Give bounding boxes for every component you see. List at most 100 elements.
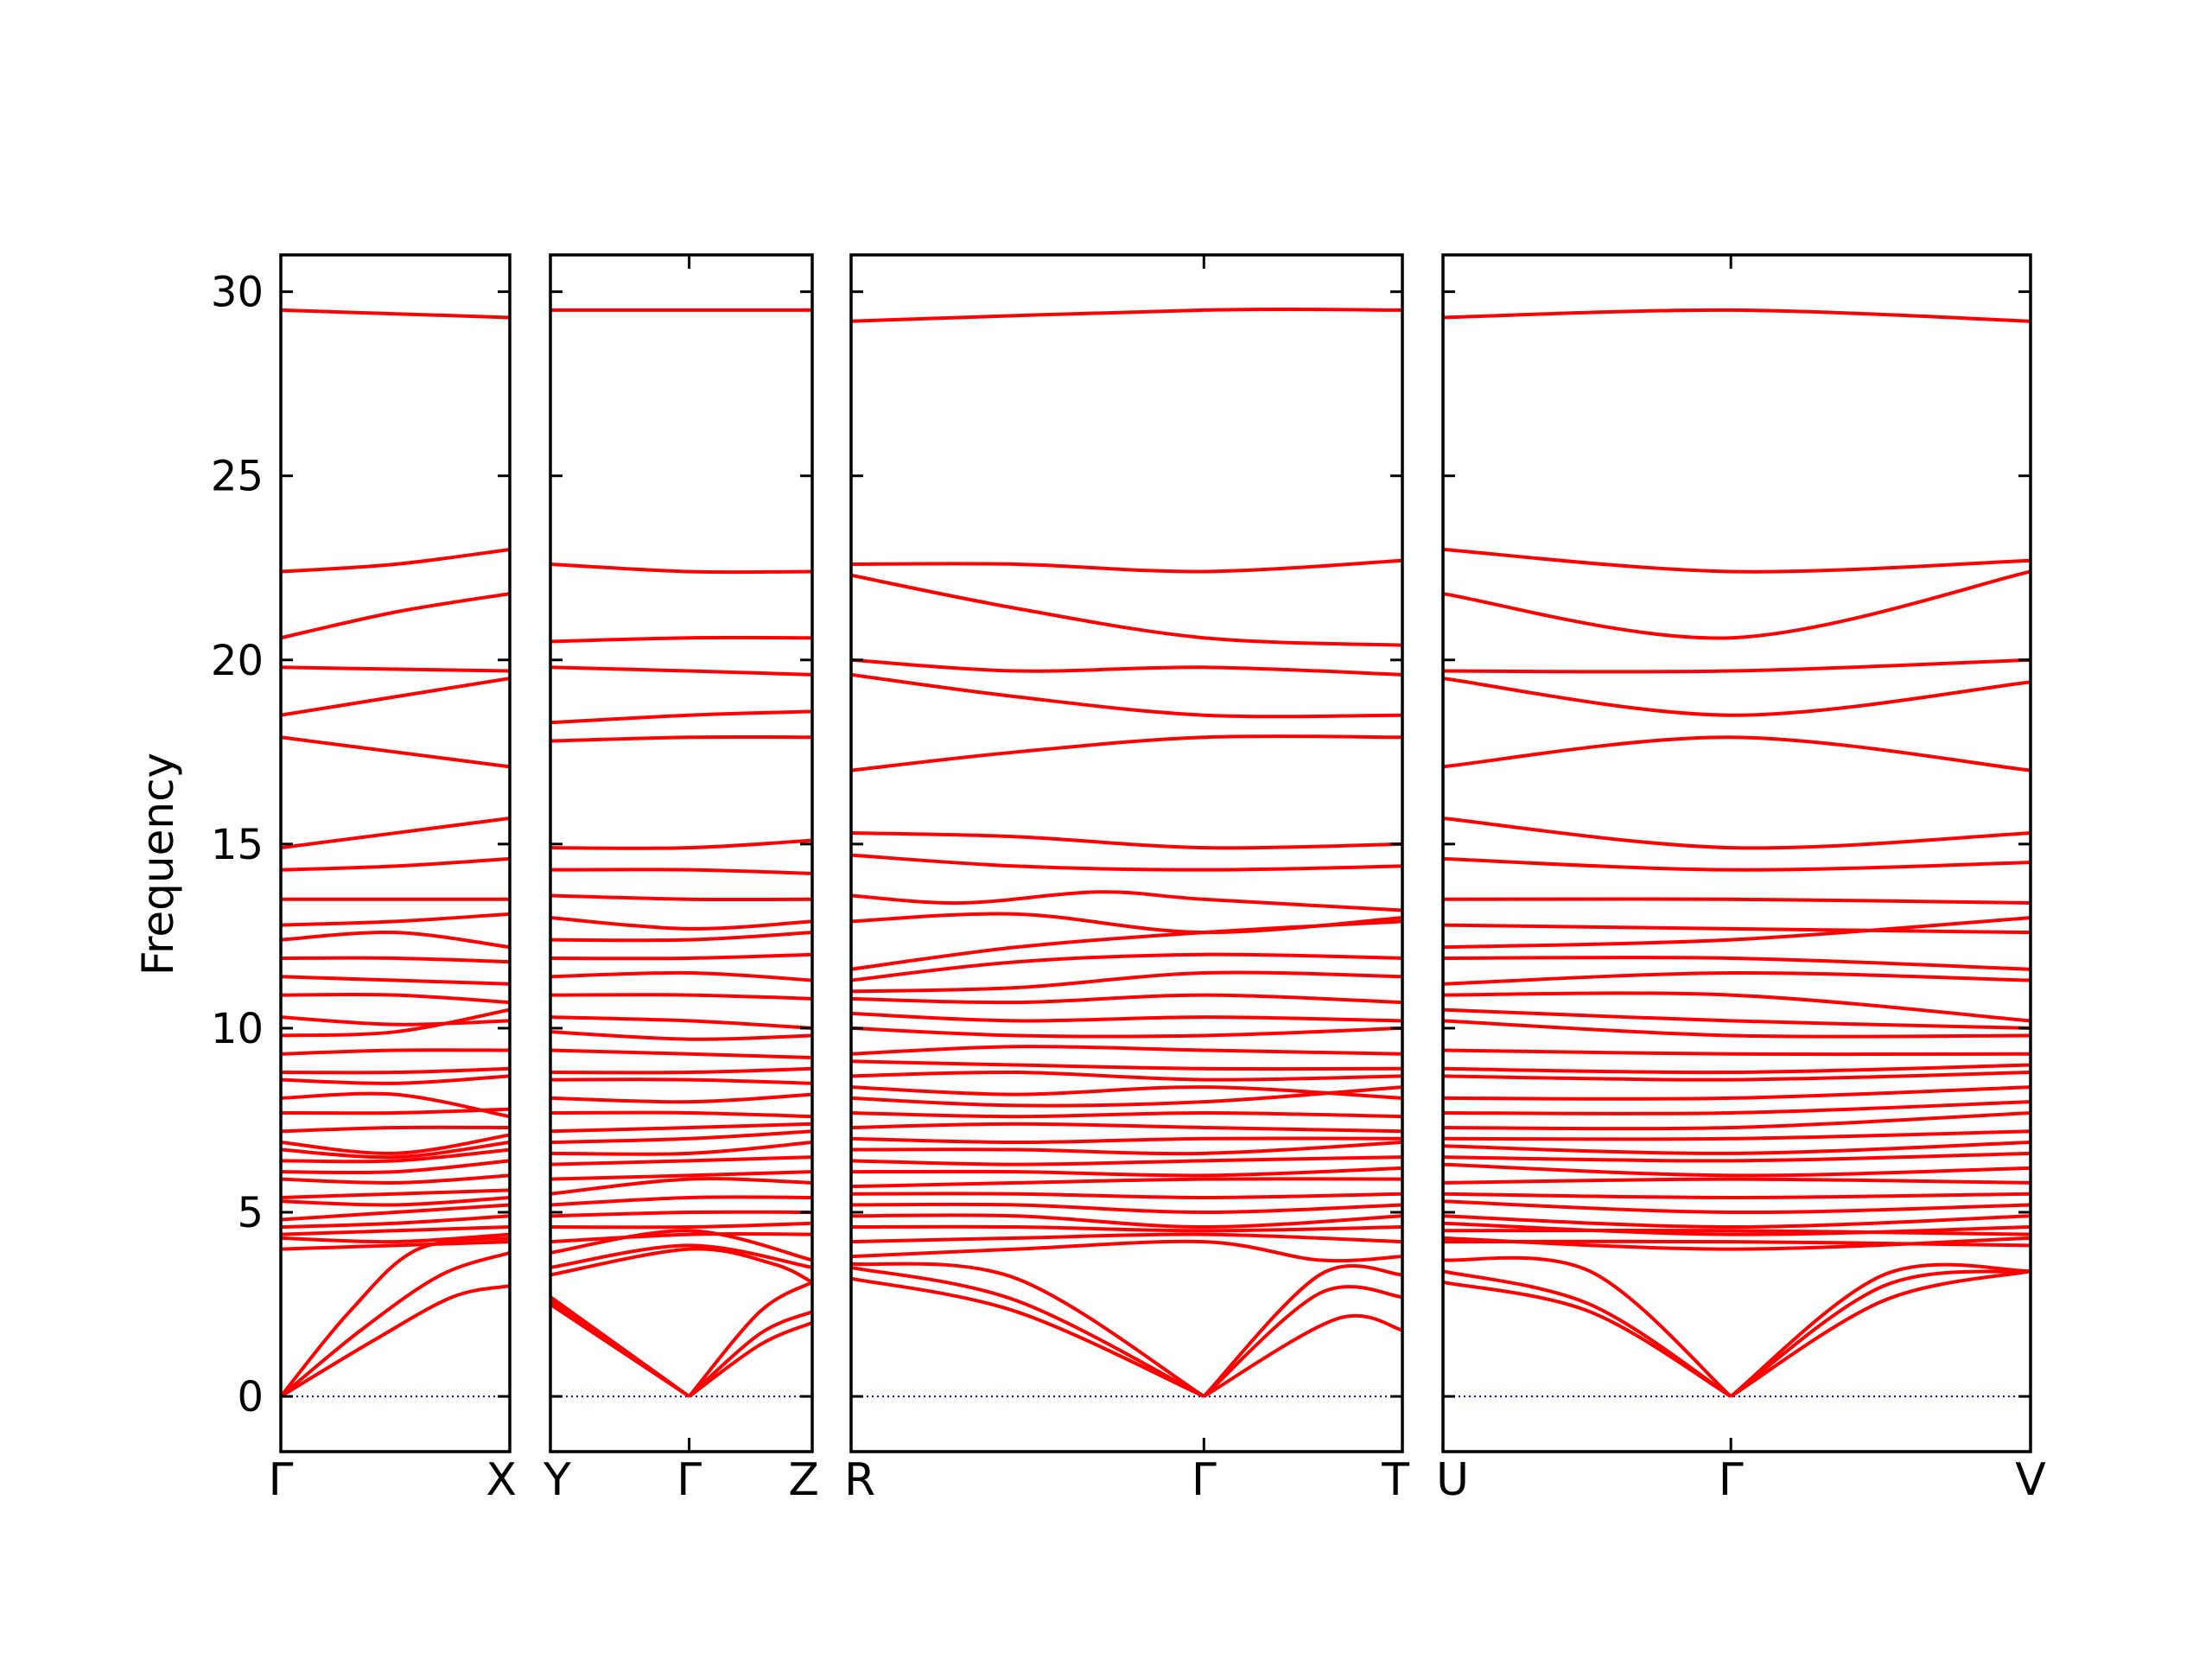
band-line — [1443, 1228, 2031, 1236]
panel-plot-area — [1443, 308, 2031, 1398]
band-line — [281, 665, 510, 673]
band-line — [851, 1276, 1402, 1398]
y-tick-label: 0 — [237, 1373, 264, 1421]
band-line — [281, 1133, 510, 1155]
band-line — [281, 1203, 510, 1222]
y-axis-label: Frequency — [133, 753, 183, 976]
band-line — [851, 1177, 1402, 1189]
band-line — [1443, 1199, 2031, 1215]
band-line — [851, 919, 1402, 971]
band-line — [1443, 547, 2031, 574]
y-tick-label: 15 — [211, 821, 264, 869]
k-point-label: T — [1381, 1454, 1409, 1506]
panel-plot-area — [281, 308, 510, 1398]
band-line — [550, 1221, 812, 1230]
band-line — [851, 1239, 1402, 1263]
band-line — [1443, 1177, 2031, 1185]
band-line — [281, 1015, 510, 1027]
band-line — [281, 1232, 510, 1244]
band-line — [1443, 1100, 2031, 1116]
band-line — [851, 1224, 1402, 1233]
panel-frame — [1441, 253, 2032, 1453]
band-line — [550, 1048, 812, 1060]
band-line — [851, 1192, 1402, 1199]
band-line — [281, 1284, 510, 1398]
band-line — [281, 1141, 510, 1160]
band-line — [550, 1170, 812, 1181]
band-line — [550, 1141, 812, 1156]
band-line — [851, 1136, 1402, 1145]
band-line — [851, 831, 1402, 850]
band-line — [1443, 1162, 2031, 1178]
k-point-label: Γ — [1719, 1454, 1744, 1506]
band-line — [281, 1048, 510, 1056]
band-line — [281, 1236, 510, 1398]
band-line — [851, 1141, 1402, 1156]
band-line — [1443, 923, 2031, 935]
band-line — [281, 1107, 510, 1116]
band-line — [851, 1026, 1402, 1039]
k-point-label: Γ — [1192, 1454, 1217, 1506]
band-line — [851, 1085, 1402, 1108]
band-line — [550, 1302, 812, 1398]
band-line — [550, 916, 812, 931]
panel-plot-area — [550, 308, 812, 1398]
band-line — [1443, 1063, 2031, 1075]
band-line — [1443, 735, 2031, 772]
band-line — [550, 1092, 812, 1104]
band-line — [851, 1232, 1402, 1244]
band-line — [1443, 677, 2031, 717]
band-line — [851, 1122, 1402, 1134]
k-point-label: V — [2015, 1454, 2046, 1506]
band-line — [1443, 1110, 2031, 1131]
band-line — [851, 890, 1402, 912]
band-line — [851, 952, 1402, 982]
band-line — [851, 1011, 1402, 1023]
band-line — [550, 709, 812, 725]
band-line — [1443, 1255, 2031, 1398]
band-line — [851, 1110, 1402, 1119]
band-line — [1443, 1214, 2031, 1230]
band-line — [281, 1159, 510, 1175]
band-line — [851, 1045, 1402, 1056]
k-point-label: Y — [543, 1454, 571, 1506]
band-line — [550, 1229, 812, 1262]
band-line — [550, 1030, 812, 1041]
band-line — [281, 856, 510, 872]
band-line — [851, 1166, 1402, 1178]
band-line — [550, 952, 812, 961]
band-line — [550, 1155, 812, 1166]
band-line — [550, 1231, 812, 1244]
band-line — [281, 308, 510, 320]
band-line — [1443, 1019, 2031, 1039]
band-line — [550, 970, 812, 982]
band-line — [851, 734, 1402, 772]
band-line — [1443, 1071, 2031, 1082]
band-line — [851, 1262, 1402, 1398]
panel-frame — [549, 253, 814, 1453]
band-line — [281, 1066, 510, 1075]
band-line — [281, 677, 510, 717]
band-line — [851, 658, 1402, 677]
band-line — [281, 1250, 510, 1398]
band-line — [550, 734, 812, 743]
band-line — [281, 1240, 510, 1251]
panel-frame — [279, 253, 512, 1453]
band-line — [281, 975, 510, 986]
band-line — [550, 893, 812, 902]
k-point-label: U — [1436, 1454, 1469, 1506]
band-line — [1443, 1192, 2031, 1199]
band-line — [550, 635, 812, 644]
band-line — [281, 1147, 510, 1164]
band-line — [851, 573, 1402, 647]
band-line — [281, 1214, 510, 1230]
band-line — [1443, 569, 2031, 640]
band-line — [851, 970, 1402, 994]
band-line — [281, 1125, 510, 1134]
band-line — [550, 868, 812, 875]
band-line — [550, 838, 812, 850]
band-line — [550, 1110, 812, 1119]
band-line — [851, 1070, 1402, 1082]
